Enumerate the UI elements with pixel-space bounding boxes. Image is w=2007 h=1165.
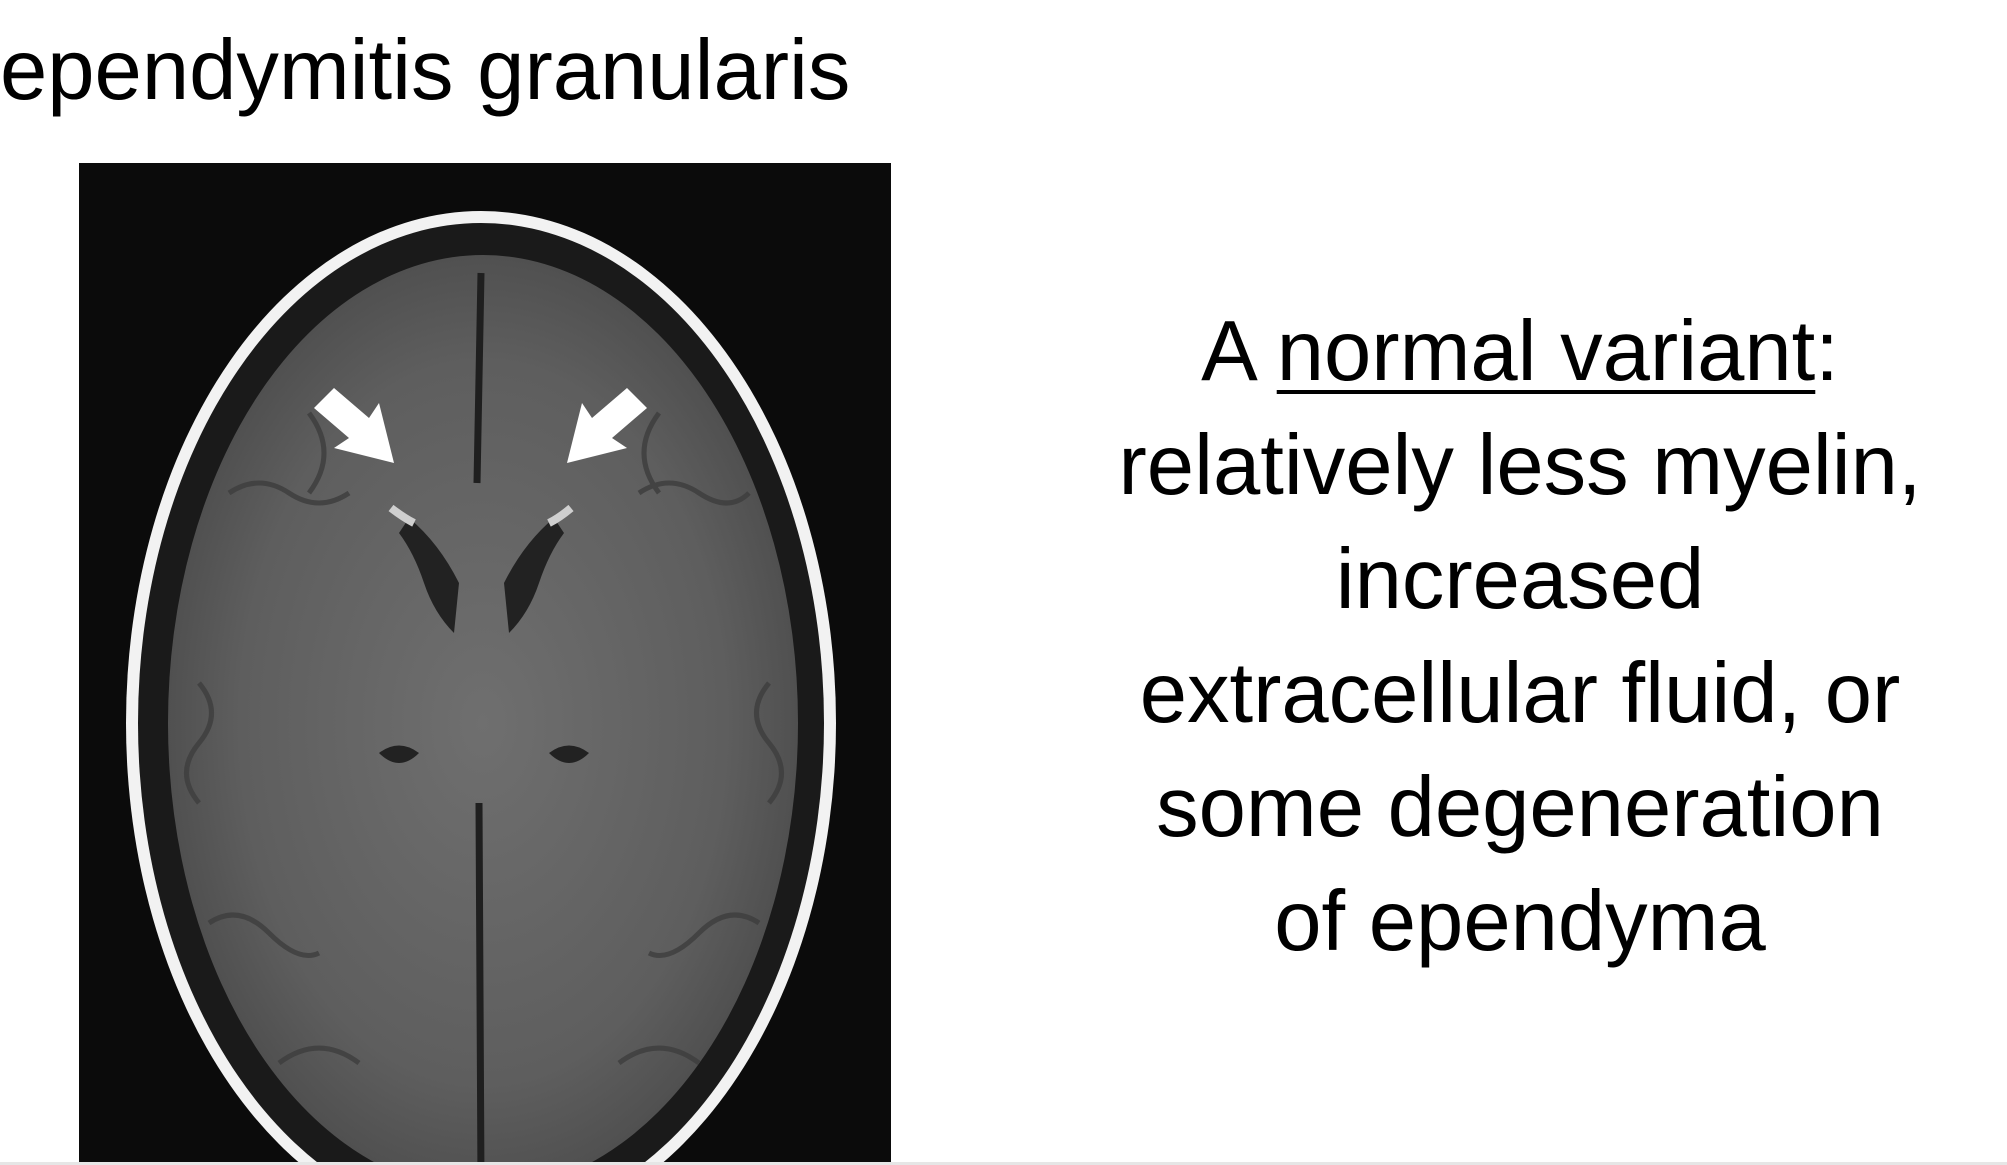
caption-suffix: : bbox=[1815, 304, 1839, 399]
caption-line: some degeneration bbox=[1156, 760, 1884, 855]
caption-line: extracellular fluid, or bbox=[1139, 646, 1901, 741]
caption: A normal variant: relatively less myelin… bbox=[1040, 295, 2000, 979]
caption-emphasis: normal variant bbox=[1276, 304, 1816, 399]
slide-title: ependymitis granularis bbox=[0, 23, 851, 118]
caption-line: relatively less myelin, bbox=[1118, 418, 1922, 513]
caption-prefix: A bbox=[1201, 304, 1277, 399]
interhemispheric-fissure bbox=[473, 272, 485, 1165]
bottom-divider bbox=[0, 1162, 2007, 1165]
arrow-icon-left bbox=[314, 388, 394, 463]
brain-parenchyma bbox=[168, 255, 798, 1165]
mri-axial-brain-illustration bbox=[79, 163, 891, 1165]
mri-image bbox=[79, 163, 891, 1165]
right-frontal-horn bbox=[504, 518, 564, 633]
arrow-icon-right bbox=[567, 388, 647, 463]
caption-line: increased bbox=[1335, 532, 1705, 627]
caption-first-line: A normal variant: bbox=[1040, 295, 2000, 409]
caption-line: of ependyma bbox=[1274, 874, 1766, 969]
left-frontal-horn bbox=[399, 518, 459, 633]
